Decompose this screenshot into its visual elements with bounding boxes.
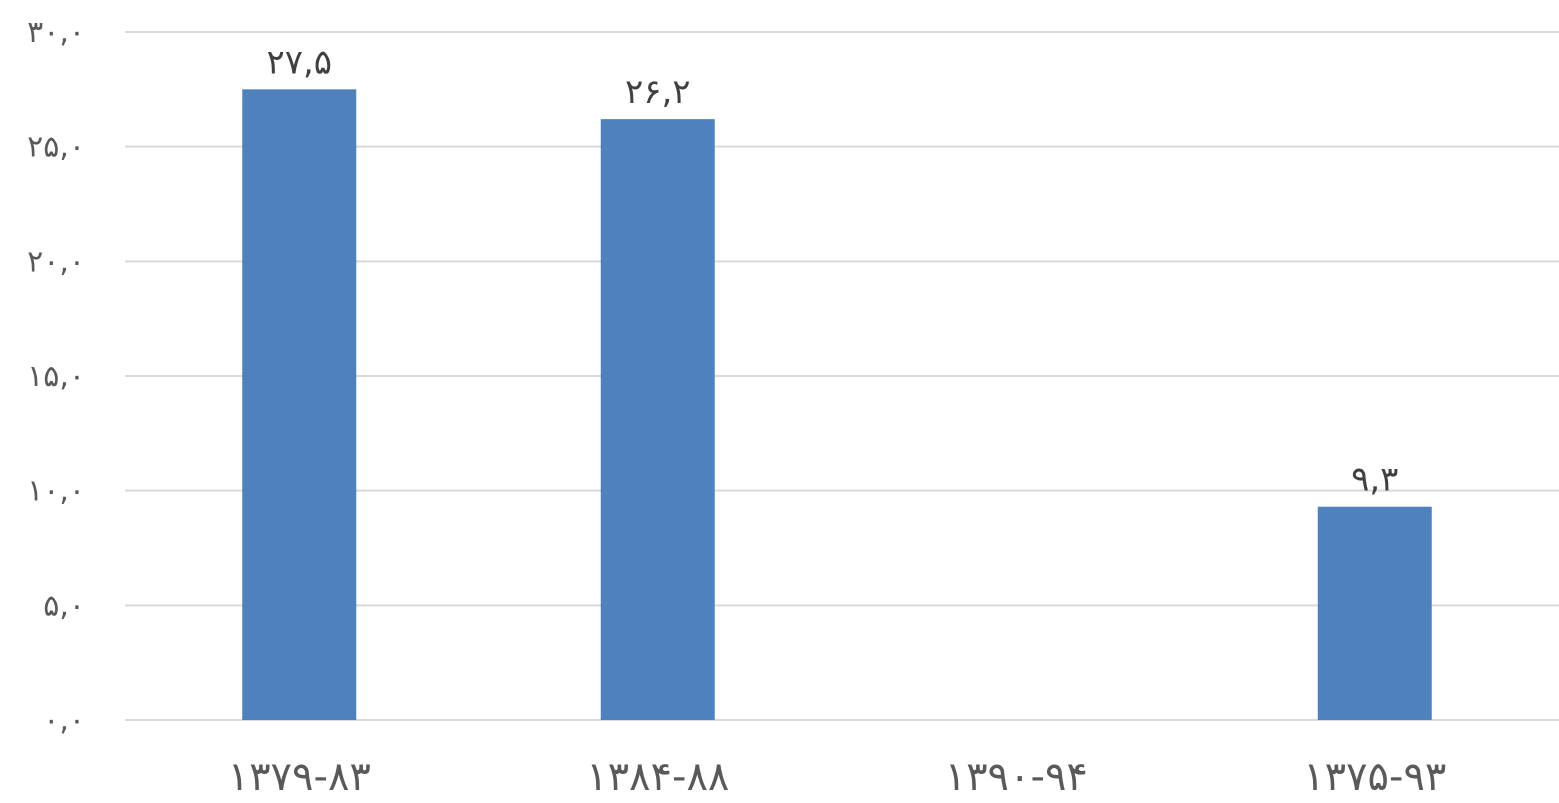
y-tick-label: ۱۰,۰	[27, 474, 85, 509]
y-tick-label: ۲۰,۰	[27, 244, 85, 279]
x-category-label: ۱۳۸۴-۸۸	[586, 754, 729, 800]
data-labels: ۲۷,۵ ۲۶,۲ ۹,۳	[266, 42, 1398, 499]
x-category-label: ۱۳۹۰-۹۴	[945, 754, 1088, 800]
y-tick-label: ۵,۰	[43, 588, 85, 623]
y-tick-label: ۲۵,۰	[27, 130, 85, 165]
y-tick-label: ۰,۰	[43, 703, 85, 738]
bars	[242, 89, 1432, 721]
data-label: ۲۶,۲	[625, 72, 691, 112]
y-tick-label: ۳۰,۰	[27, 15, 85, 50]
bar	[1317, 506, 1432, 720]
gridlines	[125, 31, 1559, 721]
y-tick-label: ۱۵,۰	[27, 359, 85, 394]
bar	[600, 119, 715, 720]
bar	[242, 89, 357, 721]
data-label: ۲۷,۵	[266, 42, 332, 82]
x-category-label: ۱۳۷۹-۸۳	[228, 754, 371, 800]
data-label: ۹,۳	[1351, 460, 1398, 500]
x-axis-category-labels: ۱۳۷۹-۸۳ ۱۳۸۴-۸۸ ۱۳۹۰-۹۴ ۱۳۷۵-۹۳	[228, 754, 1447, 800]
x-category-label: ۱۳۷۵-۹۳	[1303, 754, 1446, 800]
y-axis-tick-labels: ۰,۰ ۵,۰ ۱۰,۰ ۱۵,۰ ۲۰,۰ ۲۵,۰ ۳۰,۰	[27, 15, 85, 738]
